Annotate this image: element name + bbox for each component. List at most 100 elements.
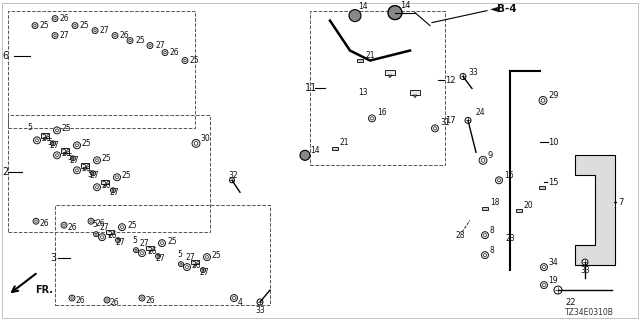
Circle shape <box>76 144 79 147</box>
Text: 25: 25 <box>80 21 90 30</box>
Circle shape <box>554 286 562 294</box>
Circle shape <box>349 10 361 22</box>
Circle shape <box>300 150 310 160</box>
Text: 16: 16 <box>504 171 514 180</box>
Circle shape <box>90 220 92 222</box>
Polygon shape <box>539 186 545 189</box>
Text: 27: 27 <box>115 238 125 247</box>
Circle shape <box>99 234 106 241</box>
Circle shape <box>479 156 487 164</box>
Circle shape <box>186 266 188 268</box>
Text: 5: 5 <box>67 153 72 162</box>
Circle shape <box>184 264 191 271</box>
Circle shape <box>205 256 209 259</box>
Polygon shape <box>83 167 86 170</box>
Text: 26: 26 <box>82 164 92 173</box>
Circle shape <box>113 174 120 181</box>
Polygon shape <box>61 148 69 153</box>
Circle shape <box>157 255 159 257</box>
Circle shape <box>139 295 145 301</box>
Circle shape <box>112 33 118 39</box>
Circle shape <box>93 157 100 164</box>
Circle shape <box>71 297 73 299</box>
Text: FR.: FR. <box>35 285 53 295</box>
Circle shape <box>114 34 116 37</box>
Text: 5: 5 <box>132 236 137 245</box>
Circle shape <box>115 238 120 243</box>
Polygon shape <box>106 230 115 234</box>
Circle shape <box>72 157 74 159</box>
Circle shape <box>483 234 486 237</box>
Text: 26: 26 <box>42 134 52 143</box>
Text: 28: 28 <box>455 231 465 240</box>
Circle shape <box>93 232 99 237</box>
Text: 33: 33 <box>468 68 477 77</box>
Circle shape <box>184 59 186 62</box>
Circle shape <box>230 178 234 183</box>
Polygon shape <box>44 138 47 140</box>
Polygon shape <box>191 260 200 264</box>
Text: 26: 26 <box>60 14 70 23</box>
Text: 27: 27 <box>110 188 120 197</box>
Circle shape <box>92 172 94 174</box>
Text: 26: 26 <box>75 296 84 305</box>
Text: 26: 26 <box>40 219 50 228</box>
Text: 21: 21 <box>365 51 374 60</box>
Circle shape <box>481 232 488 239</box>
Text: 21: 21 <box>340 138 349 147</box>
Circle shape <box>74 142 81 149</box>
Text: 9: 9 <box>488 151 493 160</box>
Circle shape <box>369 115 376 122</box>
Text: 27: 27 <box>155 254 164 263</box>
Circle shape <box>433 127 436 130</box>
Circle shape <box>88 218 94 224</box>
Circle shape <box>54 152 61 159</box>
Polygon shape <box>516 209 522 212</box>
Circle shape <box>156 254 161 259</box>
Text: 27: 27 <box>100 26 109 35</box>
Polygon shape <box>410 90 420 95</box>
Circle shape <box>94 29 96 32</box>
Polygon shape <box>357 59 363 62</box>
Text: ◄B-4: ◄B-4 <box>490 4 518 14</box>
Text: 3: 3 <box>50 253 56 263</box>
Text: 26: 26 <box>147 247 157 256</box>
Text: 6: 6 <box>2 51 8 60</box>
Text: 11: 11 <box>305 84 317 93</box>
Text: 25: 25 <box>40 21 50 30</box>
Circle shape <box>56 129 58 132</box>
Text: 2: 2 <box>2 167 8 177</box>
Circle shape <box>192 140 200 147</box>
Text: 14: 14 <box>358 2 367 11</box>
Circle shape <box>200 268 205 273</box>
Circle shape <box>52 142 54 144</box>
Text: 15: 15 <box>548 178 559 187</box>
Circle shape <box>147 43 153 49</box>
Circle shape <box>54 17 56 20</box>
Circle shape <box>93 184 100 191</box>
Circle shape <box>74 24 76 27</box>
Circle shape <box>95 186 99 189</box>
Circle shape <box>54 34 56 37</box>
Text: 26: 26 <box>95 219 104 228</box>
Text: 31: 31 <box>440 118 450 127</box>
Text: 20: 20 <box>523 201 532 210</box>
Circle shape <box>32 23 38 28</box>
Circle shape <box>127 37 133 44</box>
Text: 26: 26 <box>170 48 180 57</box>
Text: 14: 14 <box>400 1 410 10</box>
Circle shape <box>232 297 236 300</box>
Circle shape <box>116 176 118 179</box>
Circle shape <box>129 39 131 42</box>
Circle shape <box>481 252 488 259</box>
Circle shape <box>90 171 95 176</box>
Text: 25: 25 <box>102 154 111 163</box>
Text: 26: 26 <box>62 149 72 158</box>
Text: 24: 24 <box>475 108 484 117</box>
Circle shape <box>230 294 237 301</box>
Text: 27: 27 <box>50 141 60 150</box>
Circle shape <box>95 159 99 162</box>
Text: 10: 10 <box>548 138 559 147</box>
Circle shape <box>61 222 67 228</box>
Text: 25: 25 <box>82 139 92 148</box>
